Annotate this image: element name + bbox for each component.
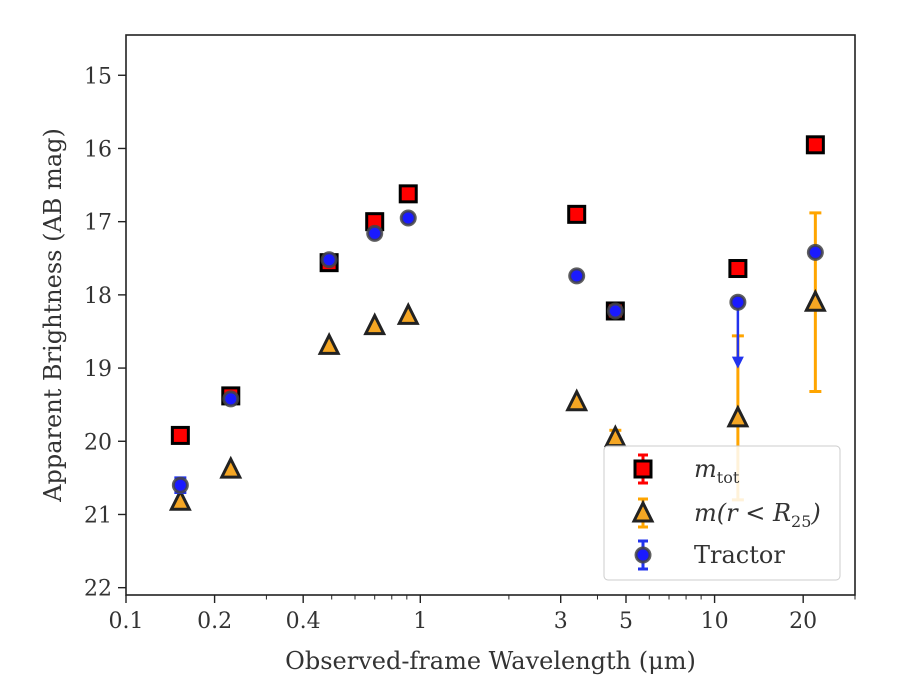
legend-m-tot-marker — [633, 459, 653, 479]
y-tick-label: 18 — [84, 284, 112, 309]
y-tick-label: 16 — [84, 137, 112, 162]
m-tot-point — [567, 204, 587, 224]
m-r25-point — [396, 302, 420, 325]
m-r25-point — [726, 404, 750, 428]
tractor-point — [606, 302, 624, 320]
x-axis-ticks: 0.1 0.2 0.4 1 3 5 10 20 — [109, 595, 856, 634]
tractor-point — [222, 390, 240, 408]
tractor-point — [320, 251, 338, 269]
legend: mtot m(r < R25) Tractor — [603, 445, 841, 581]
legend-box — [603, 445, 841, 581]
tractor-point — [399, 209, 417, 227]
tractor-point — [366, 224, 384, 242]
x-tick-label: 1 — [413, 609, 427, 634]
m-r25-point — [565, 388, 589, 412]
y-axis-label: Apparent Brightness (AB mag) — [39, 128, 67, 503]
y-tick-label: 20 — [84, 430, 112, 455]
x-tick-label: 0.4 — [286, 609, 321, 634]
y-tick-label: 19 — [84, 357, 112, 382]
y-tick-label: 22 — [84, 577, 112, 602]
m-r25-point — [803, 288, 827, 312]
y-axis-ticks: 15 16 17 18 19 20 21 22 — [84, 64, 126, 602]
tractor-point — [568, 267, 586, 285]
x-axis-label: Observed-frame Wavelength (μm) — [285, 647, 696, 675]
x-tick-label: 0.2 — [197, 609, 232, 634]
m-tot-point — [398, 184, 418, 204]
legend-m-tot-label: mtot — [694, 455, 740, 487]
m-tot-point — [728, 259, 748, 279]
legend-tractor-label: Tractor — [694, 541, 785, 569]
tractor-point — [171, 476, 189, 494]
m-r25-point — [168, 487, 192, 511]
y-tick-label: 17 — [84, 211, 112, 236]
legend-m-r25-label: m(r < R25) — [694, 499, 821, 531]
m-tot-point — [170, 425, 190, 445]
x-tick-label: 5 — [619, 609, 633, 634]
tractor-limit-arrow — [731, 356, 744, 369]
tractor-point — [806, 243, 824, 261]
legend-tractor-marker — [634, 546, 652, 564]
x-tick-label: 20 — [789, 609, 817, 634]
data-marks — [168, 135, 827, 511]
m-tot-point — [805, 135, 825, 155]
legend-m-r25-marker — [631, 499, 655, 523]
tractor-point — [729, 293, 747, 311]
m-r25-point — [363, 312, 387, 336]
x-tick-label: 0.1 — [109, 609, 144, 634]
x-tick-label: 10 — [701, 609, 729, 634]
y-tick-label: 15 — [84, 64, 112, 89]
x-tick-label: 3 — [554, 609, 568, 634]
m-r25-point — [219, 455, 243, 479]
y-tick-label: 21 — [84, 503, 112, 528]
m-r25-point — [317, 332, 341, 355]
